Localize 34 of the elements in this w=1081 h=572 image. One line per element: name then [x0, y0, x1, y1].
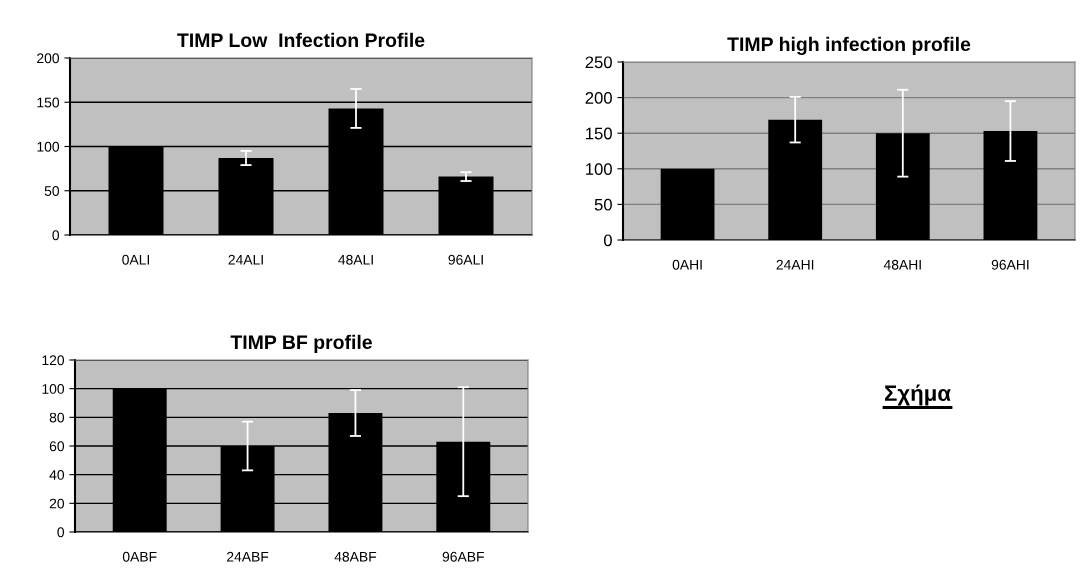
y-tick-label: 100 [37, 141, 60, 152]
y-tick-label: 40 [49, 470, 65, 480]
y-tick-label: 50 [594, 198, 612, 211]
chart-title: TIMP BF profile [230, 334, 372, 353]
y-tick-label: 80 [49, 412, 65, 423]
y-tick-label: 60 [49, 441, 65, 452]
y-tick-label: 0 [603, 234, 612, 247]
y-tick-label: 120 [42, 355, 65, 366]
x-tick-label: 0AHI [672, 259, 702, 270]
x-tick-label: 24ABF [227, 551, 269, 562]
x-tick-label: 24ALI [228, 254, 263, 265]
text: Σχήμα [885, 384, 951, 406]
x-tick-label: 48ABF [334, 551, 377, 562]
y-tick-label: 100 [586, 163, 612, 175]
x-tick-label: 96ABF [442, 551, 484, 562]
y-tick-label: 0 [57, 527, 65, 538]
x-tick-label: 48AHI [883, 259, 921, 270]
y-tick-label: 0 [52, 230, 60, 241]
y-tick-label: 20 [49, 498, 65, 509]
y-tick-label: 50 [44, 186, 60, 196]
y-tick-label: 100 [42, 384, 65, 394]
y-tick-label: 200 [37, 53, 60, 64]
y-tick-label: 150 [37, 97, 60, 108]
x-tick-label: 0ALI [122, 254, 150, 265]
chart-title: TIMP Low Infection Profile [177, 32, 425, 48]
x-tick-label: 96ALI [448, 254, 483, 265]
x-tick-label: 24AHI [776, 259, 814, 270]
y-tick-label: 250 [585, 56, 612, 69]
x-tick-label: 96AHI [991, 259, 1029, 270]
chart-title: TIMP high infection profile [727, 36, 971, 56]
y-tick-label: 200 [585, 92, 612, 104]
y-tick-label: 150 [586, 127, 612, 140]
x-tick-label: 0ABF [122, 551, 157, 562]
x-tick-label: 48ALI [338, 254, 373, 265]
